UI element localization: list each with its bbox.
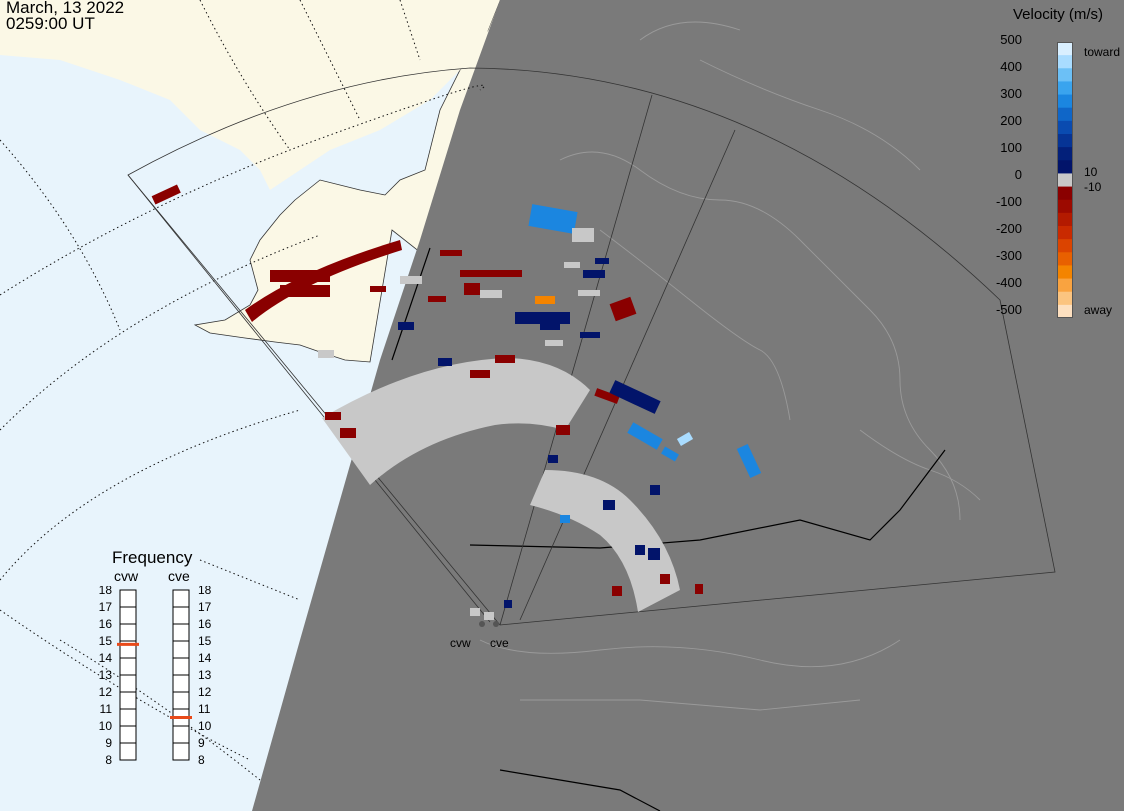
frequency-panel: Frequency cvw cve 18 18 17 17 16 16 15 15 14 14 13… [80,548,230,778]
colorbar-segment [1057,42,1073,56]
colorbar-segment [1057,226,1073,240]
colorbar-segment [1057,278,1073,293]
colorbar-segment [1057,81,1073,96]
colorbar-tick-label: 500 [1000,32,1022,47]
colorbar-tick-label: 300 [1000,86,1022,101]
frequency-tick-label: 14 [99,651,113,665]
frequency-tick-label: 10 [198,719,212,733]
colorbar-segment [1057,147,1073,161]
echoes-positive [398,258,661,608]
colorbar-segment [1057,239,1073,253]
frequency-tick-label: 16 [99,617,113,631]
echoes-orange [535,296,555,304]
fov-outlines [127,67,1056,626]
frequency-tick-label: 15 [99,634,113,648]
time-label: 0259:00 UT [6,14,95,33]
colorbar-segment [1057,291,1073,306]
frequency-tick-label: 8 [198,753,205,766]
colorbar-segment [1057,186,1073,201]
coastlines [479,21,981,711]
date-label: March, 13 2022 [6,0,125,17]
legend-toward-label: toward [1084,45,1121,59]
colorbar-tick-label: 100 [1000,140,1022,155]
frequency-tick-label: 10 [99,719,113,733]
radar-label-cve: cve [490,636,509,650]
legend-title: Velocity (m/s) [1013,6,1104,23]
radar-site-cve [493,621,499,627]
radar-label-cvw: cvw [450,636,471,650]
colorbar-segment [1057,199,1073,214]
frequency-tick-label: 14 [198,651,212,665]
frequency-tick-label: 16 [198,617,212,631]
colorbar-segment [1057,304,1073,318]
freq-label-cvw: cvw [114,568,139,584]
echoes-negative [151,184,703,596]
frequency-tick-label: 18 [198,586,212,597]
frequency-tick-label: 11 [198,702,211,716]
frequency-tick-label: 12 [198,685,212,699]
frequency-tick-label: 11 [100,702,113,716]
radar-site-cvw [479,621,485,627]
frequency-tick-label: 9 [105,736,112,750]
colorbar-segment [1057,173,1073,188]
frequency-tick-label: 17 [198,600,212,614]
frequency-tick-label: 18 [99,586,113,597]
velocity-colorbar [1057,42,1073,318]
legend-pos-10-label: 10 [1084,165,1098,179]
colorbar-tick-label: -400 [995,275,1022,290]
frequency-tick-label: 12 [99,685,113,699]
colorbar-tick-label: -100 [995,194,1022,209]
colorbar-tick-label: -500 [995,302,1022,317]
echoes-positive-max [676,432,694,446]
colorbar-segment [1057,68,1073,82]
colorbar-segment [1057,107,1073,122]
colorbar-tick-label: -300 [995,248,1022,263]
colorbar-segment [1057,160,1073,174]
colorbar-segment [1057,55,1073,69]
velocity-legend: Velocity (m/s) 500 400 300 200 100 0 -100 -200 -… [996,0,1124,330]
graticule [0,0,485,781]
colorbar-segment [1057,134,1073,148]
ground-scatter-cvw [322,358,590,485]
ground-scatter-patches [318,228,600,620]
colorbar-segment [1057,265,1073,280]
alaska-land [0,0,521,363]
colorbar-tick-label: -200 [995,221,1022,236]
frequency-tick-label: 9 [198,736,205,750]
colorbar-segment [1057,252,1073,266]
ground-scatter-cve [530,470,680,612]
legend-away-label: away [1084,303,1113,317]
freq-label-cve: cve [168,568,190,584]
frequency-tick-label: 13 [99,668,113,682]
frequency-tick-label: 8 [105,753,112,766]
frequency-tick-label: 17 [99,600,113,614]
colorbar-tick-label: 400 [1000,59,1022,74]
colorbar-segment [1057,94,1073,109]
colorbar-segment [1057,212,1073,227]
frequency-title: Frequency [112,548,193,567]
colorbar-border [1057,42,1073,318]
echoes-positive-fast [528,204,762,523]
frequency-tick-label: 15 [198,634,212,648]
north-land [0,0,500,190]
frequency-scales: 18 18 17 17 16 16 15 15 14 14 13 13 12 12 11 11 10 10 9 9 8 8 [99,586,212,766]
legend-neg-10-label: -10 [1084,180,1102,194]
frequency-tick-label: 13 [198,668,212,682]
colorbar-tick-label: 0 [1014,167,1022,182]
colorbar-segment [1057,120,1073,135]
colorbar-tick-label: 200 [1000,113,1022,128]
